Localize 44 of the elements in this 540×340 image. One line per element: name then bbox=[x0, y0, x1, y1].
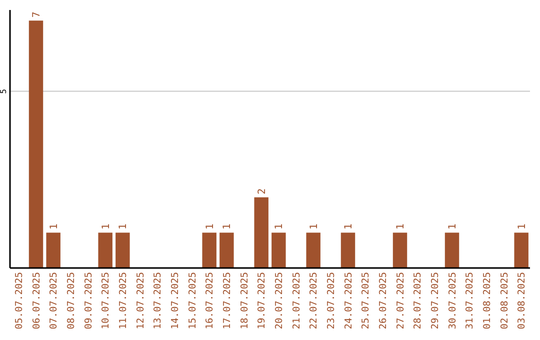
data-label: 1 bbox=[308, 224, 320, 230]
x-tick-label: 19.07.2025 bbox=[256, 272, 268, 330]
x-tick-label: 03.08.2025 bbox=[516, 272, 528, 330]
x-tick-label: 29.07.2025 bbox=[430, 272, 441, 330]
data-label: 1 bbox=[222, 224, 234, 230]
data-label: 1 bbox=[516, 224, 528, 230]
x-tick-label: 21.07.2025 bbox=[291, 272, 302, 330]
x-tick-label: 10.07.2025 bbox=[100, 272, 112, 330]
data-label: 1 bbox=[274, 224, 286, 230]
x-tick-label: 07.07.2025 bbox=[48, 272, 60, 330]
x-tick-label: 09.07.2025 bbox=[83, 272, 94, 330]
x-tick-label: 16.07.2025 bbox=[204, 272, 216, 330]
x-tick-label: 26.07.2025 bbox=[378, 272, 389, 330]
x-tick-label: 20.07.2025 bbox=[274, 272, 285, 330]
x-tick-label: 18.07.2025 bbox=[239, 272, 250, 330]
x-tick-label: 31.07.2025 bbox=[464, 272, 476, 330]
data-label: 1 bbox=[396, 224, 406, 230]
data-label: 2 bbox=[256, 188, 268, 194]
x-tick-label: 13.07.2025 bbox=[152, 272, 164, 330]
x-tick-label: 24.07.2025 bbox=[343, 272, 354, 330]
x-tick-label: 27.07.2025 bbox=[395, 272, 406, 330]
x-tick-label: 01.08.2025 bbox=[482, 272, 493, 330]
x-tick-label: 14.07.2025 bbox=[170, 272, 181, 330]
x-tick-label: 05.07.2025 bbox=[14, 272, 25, 330]
data-label: 1 bbox=[48, 224, 60, 230]
x-tick-label: 28.07.2025 bbox=[412, 272, 424, 330]
x-tick-label: 30.07.2025 bbox=[447, 272, 458, 330]
x-tick-label: 12.07.2025 bbox=[135, 272, 146, 330]
x-tick-label: 17.07.2025 bbox=[222, 272, 233, 330]
data-label: 1 bbox=[344, 224, 354, 230]
data-label: 1 bbox=[204, 224, 216, 230]
data-label: 7 bbox=[32, 12, 42, 18]
x-tick-label: 15.07.2025 bbox=[187, 272, 198, 330]
data-label: 1 bbox=[448, 224, 458, 230]
x-tick-label: 25.07.2025 bbox=[360, 272, 372, 330]
x-tick-label: 22.07.2025 bbox=[308, 272, 320, 330]
x-tick-label: 11.07.2025 bbox=[118, 272, 129, 330]
x-tick-label: 06.07.2025 bbox=[31, 272, 42, 330]
y-tick-label: 5 bbox=[0, 88, 8, 94]
x-tick-label: 08.07.2025 bbox=[66, 272, 77, 330]
x-tick-label: 02.08.2025 bbox=[499, 272, 510, 330]
x-tick-label: 23.07.2025 bbox=[326, 272, 337, 330]
data-label: 1 bbox=[100, 224, 112, 230]
data-label: 1 bbox=[118, 224, 130, 230]
